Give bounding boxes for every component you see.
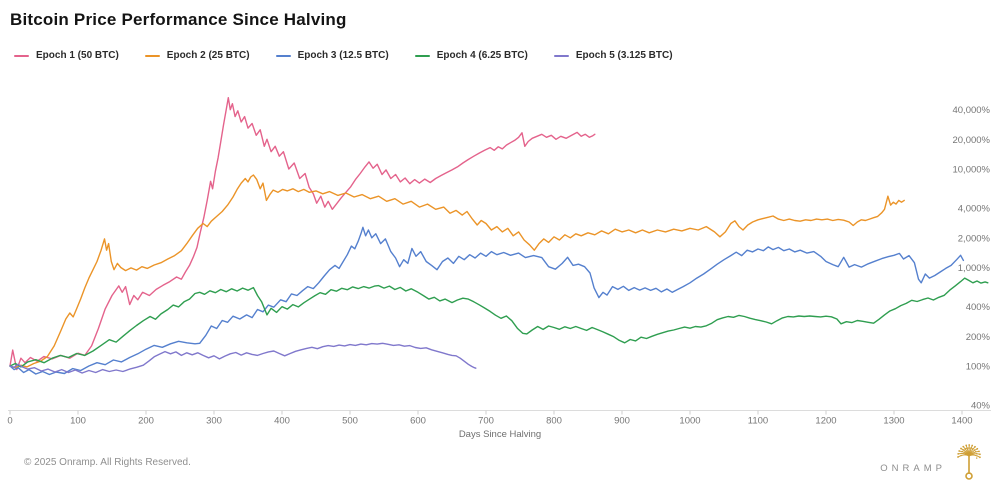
x-tick-label: 1000: [679, 416, 700, 427]
y-tick-label: 200%: [966, 332, 991, 343]
x-axis-title: Days Since Halving: [458, 429, 542, 440]
legend-label: Epoch 2 (25 BTC): [166, 50, 250, 61]
x-tick-label: 1100: [748, 416, 768, 427]
x-tick-label: 700: [478, 416, 494, 427]
legend-swatch-epoch-5-icon: [553, 54, 569, 57]
legend-label: Epoch 3 (12.5 BTC): [297, 50, 389, 61]
y-tick-label: 40%: [971, 401, 991, 412]
x-tick-label: 1400: [951, 416, 972, 427]
legend-swatch-epoch-2-icon: [144, 54, 160, 57]
legend: Epoch 1 (50 BTC) Epoch 2 (25 BTC) Epoch …: [14, 50, 673, 61]
legend-swatch-epoch-1-icon: [14, 54, 29, 57]
legend-swatch-epoch-3-icon: [275, 54, 291, 57]
x-tick-label: 200: [138, 416, 154, 427]
y-tick-label: 2,000%: [958, 233, 991, 244]
legend-swatch-epoch-4-icon: [414, 54, 430, 57]
x-tick-label: 1200: [815, 416, 836, 427]
footer-copyright: © 2025 Onramp. All Rights Reserved.: [24, 457, 191, 468]
y-tick-label: 20,000%: [952, 135, 990, 146]
series-line-epoch-3-12-5-btc-: [9, 226, 965, 376]
legend-label: Epoch 4 (6.25 BTC): [436, 50, 528, 61]
legend-label: Epoch 5 (3.125 BTC): [575, 50, 673, 61]
legend-item-epoch-3: Epoch 3 (12.5 BTC): [275, 50, 389, 61]
legend-item-epoch-1: Epoch 1 (50 BTC): [14, 50, 119, 61]
x-tick-label: 0: [7, 416, 12, 427]
onramp-tree-logo-icon: [957, 444, 981, 480]
y-tick-label: 1,000%: [958, 263, 991, 274]
series-line-epoch-2-25-btc-: [9, 174, 905, 369]
legend-item-epoch-5: Epoch 5 (3.125 BTC): [553, 50, 673, 61]
x-tick-label: 600: [410, 416, 426, 427]
x-tick-label: 1300: [883, 416, 904, 427]
series-line-epoch-1-50-btc-: [9, 96, 596, 371]
x-tick-label: 800: [546, 416, 562, 427]
x-tick-label: 100: [70, 416, 86, 427]
y-tick-label: 40,000%: [952, 105, 990, 116]
x-tick-label: 500: [342, 416, 358, 427]
onramp-logo: ONRAMP: [880, 441, 988, 481]
x-tick-label: 300: [206, 416, 222, 427]
tree-branches: [957, 444, 981, 480]
series-line-epoch-5-3-125-btc-: [9, 342, 477, 374]
y-tick-label: 100%: [966, 362, 991, 373]
page-title: Bitcoin Price Performance Since Halving: [10, 10, 347, 29]
y-tick-label: 400%: [966, 302, 991, 313]
legend-label: Epoch 1 (50 BTC): [36, 50, 119, 61]
legend-item-epoch-2: Epoch 2 (25 BTC): [144, 50, 250, 61]
x-tick-label: 900: [614, 416, 630, 427]
onramp-brand-name: ONRAMP: [880, 463, 946, 474]
y-tick-label: 4,000%: [958, 204, 991, 215]
y-tick-label: 10,000%: [952, 165, 990, 176]
x-tick-label: 400: [274, 416, 290, 427]
series-line-epoch-4-6-25-btc-: [9, 277, 989, 368]
legend-item-epoch-4: Epoch 4 (6.25 BTC): [414, 50, 528, 61]
